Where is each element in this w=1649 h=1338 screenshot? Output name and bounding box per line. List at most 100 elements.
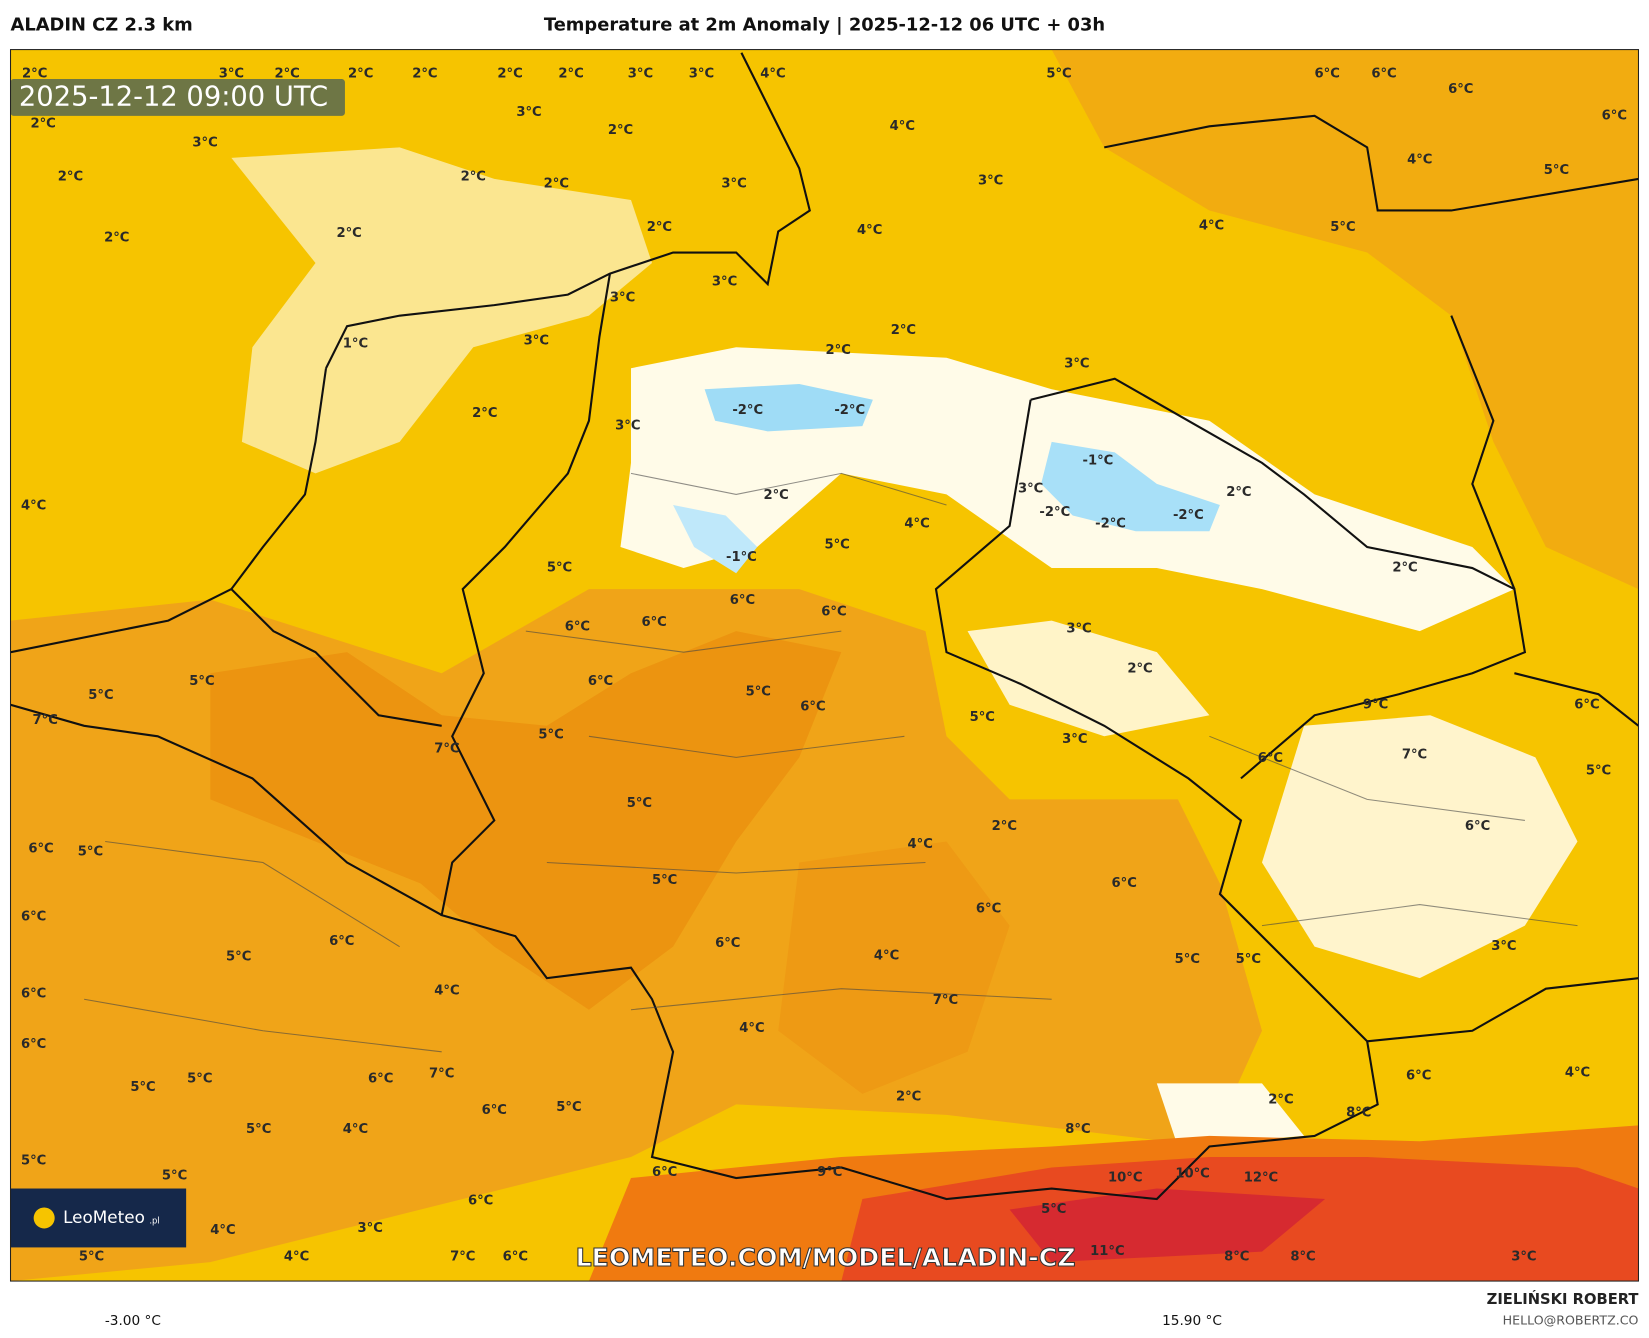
border bbox=[1450, 315, 1516, 590]
temperature-label: 6°C bbox=[1574, 697, 1599, 712]
temperature-label: 5°C bbox=[547, 561, 572, 576]
temperature-label: 7°C bbox=[429, 1066, 454, 1081]
temperature-label: 6°C bbox=[1315, 66, 1340, 81]
country-borders bbox=[10, 52, 1639, 1201]
author-name: ZIELIŃSKI ROBERT bbox=[1487, 1291, 1639, 1308]
temperature-label: 7°C bbox=[33, 713, 58, 728]
temperature-label: 2°C bbox=[763, 488, 788, 503]
temperature-label: 5°C bbox=[1236, 952, 1261, 967]
temperature-label: 12°C bbox=[1244, 1171, 1278, 1186]
temperature-label: 2°C bbox=[58, 169, 83, 184]
temperature-label: 5°C bbox=[1586, 764, 1611, 779]
temperature-label: 5°C bbox=[746, 685, 771, 700]
temperature-label: 3°C bbox=[1491, 939, 1516, 954]
temperature-label: -1°C bbox=[726, 550, 757, 565]
temperature-label: -2°C bbox=[732, 403, 763, 418]
temperature-label: -1°C bbox=[1083, 453, 1114, 468]
temperature-label: 8°C bbox=[1346, 1105, 1371, 1120]
border bbox=[1030, 377, 1527, 780]
border bbox=[1514, 672, 1639, 727]
temperature-label: 6°C bbox=[976, 901, 1001, 916]
temperature-label: 6°C bbox=[1371, 66, 1396, 81]
temperature-label: 8°C bbox=[1224, 1249, 1249, 1264]
temperature-label: -2°C bbox=[834, 403, 865, 418]
temperature-label: 2°C bbox=[104, 230, 129, 245]
logo-sun bbox=[33, 1207, 55, 1229]
temperature-label: 3°C bbox=[712, 274, 737, 289]
temperature-label: 4°C bbox=[1199, 219, 1224, 234]
coastline bbox=[10, 368, 328, 654]
temperature-label: 2°C bbox=[30, 117, 55, 132]
temperature-label: 8°C bbox=[1065, 1122, 1090, 1137]
temperature-label: 5°C bbox=[78, 844, 103, 859]
temperature-label: 5°C bbox=[189, 674, 214, 689]
temperature-label: 2°C bbox=[1226, 485, 1251, 500]
temperature-label: 5°C bbox=[824, 537, 849, 552]
coastline bbox=[1104, 114, 1639, 212]
logo-suffix: .pl bbox=[149, 1216, 159, 1226]
temperature-label: 2°C bbox=[461, 169, 486, 184]
temperature-labels: 2°C 3°C 2°C 2°C 2°C 2°C 2°C 3°C 3°C 4°C 5°C 6°C 6°C 2… bbox=[21, 66, 1627, 1264]
temperature-label: 5°C bbox=[130, 1080, 155, 1095]
author-contact: HELLO@ROBERTZ.CO bbox=[1503, 1313, 1639, 1328]
temperature-label: 3°C bbox=[1066, 622, 1091, 637]
temperature-label: 5°C bbox=[1330, 220, 1355, 235]
temperature-label: 6°C bbox=[821, 605, 846, 620]
map-title: Temperature at 2m Anomaly | 2025-12-12 0… bbox=[544, 14, 1105, 35]
cold-core bbox=[673, 504, 758, 574]
temperature-label: 4°C bbox=[760, 66, 785, 81]
temperature-label: 5°C bbox=[538, 728, 563, 743]
temperature-label: 6°C bbox=[652, 1165, 677, 1180]
temperature-label: 7°C bbox=[434, 741, 459, 756]
coastline bbox=[325, 52, 811, 369]
temperature-label: 2°C bbox=[826, 343, 851, 358]
temperature-label: 2°C bbox=[558, 66, 583, 81]
temperature-label: 6°C bbox=[641, 615, 666, 630]
cold-core bbox=[704, 384, 873, 432]
temperature-label: 5°C bbox=[1046, 66, 1071, 81]
temperature-label: 5°C bbox=[1175, 952, 1200, 967]
temperature-label: 3°C bbox=[978, 174, 1003, 189]
temperature-label: 6°C bbox=[1112, 876, 1137, 891]
temperature-label: 6°C bbox=[1406, 1068, 1431, 1083]
region-borders bbox=[84, 472, 1578, 1053]
temperature-label: 6°C bbox=[1602, 108, 1627, 123]
temperature-label: 5°C bbox=[1544, 163, 1569, 178]
temperature-label: 5°C bbox=[226, 950, 251, 965]
warm-area bbox=[1051, 49, 1639, 590]
temperature-label: 10°C bbox=[1108, 1171, 1142, 1186]
temperature-label: 6°C bbox=[503, 1249, 528, 1264]
temperature-label: 3°C bbox=[1064, 357, 1089, 372]
temperature-label: 2°C bbox=[608, 123, 633, 138]
temperature-label: 10°C bbox=[1175, 1166, 1209, 1181]
temperature-label: 2°C bbox=[544, 177, 569, 192]
temperature-label: 2°C bbox=[1127, 662, 1152, 677]
temperature-label: 2°C bbox=[22, 66, 47, 81]
temperature-label: 4°C bbox=[890, 119, 915, 134]
temperature-label: 7°C bbox=[450, 1249, 475, 1264]
temperature-label: 6°C bbox=[28, 841, 53, 856]
colorbar: -3.00 °C 15.90 °C ZIELIŃSKI ROBERT HELLO… bbox=[105, 1291, 1639, 1329]
temperature-label: 5°C bbox=[88, 688, 113, 703]
temperature-label: 2°C bbox=[992, 819, 1017, 834]
temperature-label: 3°C bbox=[615, 419, 640, 434]
colorbar-min: -3.00 °C bbox=[105, 1313, 161, 1329]
temperature-label: 6°C bbox=[21, 1037, 46, 1052]
warm-area bbox=[210, 631, 842, 1010]
temperature-label: 6°C bbox=[1258, 751, 1283, 766]
temperature-label: 1°C bbox=[343, 337, 368, 352]
cool-area bbox=[1261, 715, 1578, 979]
temperature-label: 9°C bbox=[817, 1165, 842, 1180]
logo-name: LeoMeteo bbox=[63, 1207, 145, 1227]
temperature-label: 5°C bbox=[246, 1122, 271, 1137]
temperature-label: 4°C bbox=[874, 949, 899, 964]
temperature-label: 5°C bbox=[1041, 1202, 1066, 1217]
temperature-label: 6°C bbox=[730, 593, 755, 608]
temperature-label: 5°C bbox=[79, 1249, 104, 1264]
temperature-label: 5°C bbox=[652, 873, 677, 888]
temperature-label: 4°C bbox=[904, 516, 929, 531]
temperature-label: 3°C bbox=[524, 333, 549, 348]
temperature-label: 4°C bbox=[21, 498, 46, 513]
border bbox=[1367, 977, 1639, 1043]
